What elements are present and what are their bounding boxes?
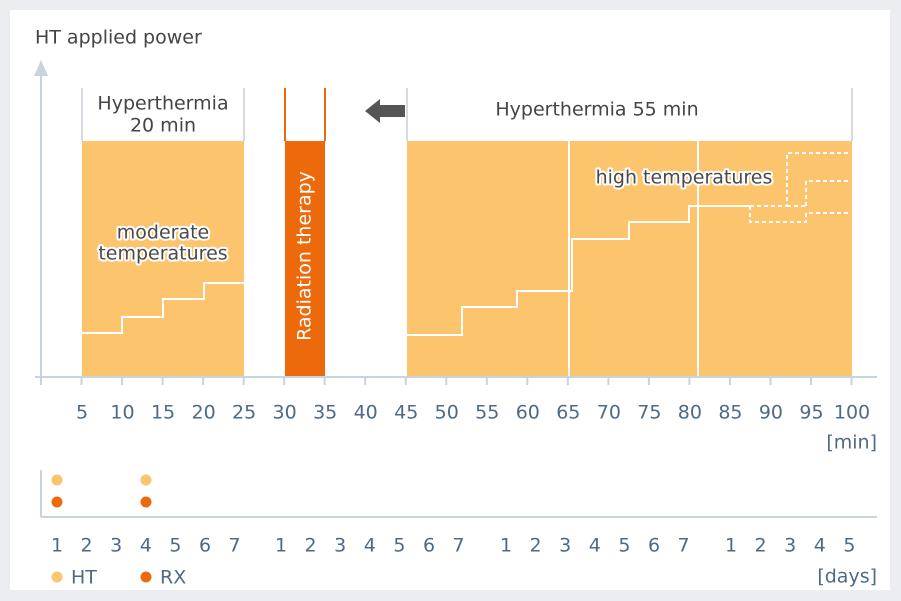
radiation-label: Radiation therapy — [294, 171, 316, 341]
x-tick-label: 35 — [313, 402, 337, 424]
session1-zone: moderate — [117, 222, 209, 244]
rx-dot — [140, 496, 152, 508]
day-label: 5 — [393, 535, 405, 557]
x-tick-label: 55 — [475, 402, 499, 424]
x-tick-label: 90 — [759, 402, 783, 424]
day-label: 3 — [110, 535, 122, 557]
x-tick-label: 60 — [516, 402, 540, 424]
day-label: 5 — [169, 535, 181, 557]
ht-dot — [51, 474, 63, 486]
arrow — [365, 99, 405, 123]
day-label: 2 — [305, 535, 317, 557]
x-tick-label: 45 — [394, 402, 418, 424]
day-label: 7 — [678, 535, 690, 557]
day-label: 4 — [364, 535, 376, 557]
session1-box — [82, 141, 244, 377]
x-tick-label: 15 — [151, 402, 175, 424]
rx-dot — [51, 496, 63, 508]
session2-title: Hyperthermia 55 min — [495, 99, 698, 121]
legend-swatch — [51, 571, 63, 583]
day-label: 4 — [814, 535, 826, 557]
day-label: 1 — [725, 535, 737, 557]
x-tick-label: 20 — [191, 402, 215, 424]
day-label: 2 — [81, 535, 93, 557]
day-label: 1 — [500, 535, 512, 557]
x-tick-label: 80 — [678, 402, 702, 424]
x-tick-label: 25 — [232, 402, 256, 424]
x-tick-label: 5 — [76, 402, 88, 424]
day-label: 7 — [229, 535, 241, 557]
day-label: 6 — [648, 535, 660, 557]
days-unit: [days] — [817, 566, 877, 588]
legend-label: RX — [160, 567, 186, 589]
day-label: 2 — [530, 535, 542, 557]
session1-zone: temperatures — [98, 243, 227, 265]
guides — [81, 88, 853, 141]
day-label: 3 — [334, 535, 346, 557]
rx-guides — [284, 88, 326, 141]
day-label: 7 — [453, 535, 465, 557]
x-tick-label: 70 — [597, 402, 621, 424]
title: HT applied power — [35, 27, 202, 49]
day-label: 1 — [275, 535, 287, 557]
day-label: 5 — [618, 535, 630, 557]
day-label: 5 — [843, 535, 855, 557]
session1-title: 20 min — [130, 115, 196, 137]
x-tick-label: 50 — [435, 402, 459, 424]
day-label: 6 — [423, 535, 435, 557]
day-label: 1 — [51, 535, 63, 557]
day-label: 6 — [199, 535, 211, 557]
session1-title: Hyperthermia — [97, 93, 228, 115]
session2-box — [407, 141, 852, 377]
x-tick-label: 85 — [718, 402, 742, 424]
legend-swatch — [140, 571, 152, 583]
day-label: 3 — [784, 535, 796, 557]
x-tick-label: 65 — [556, 402, 580, 424]
day-label: 3 — [559, 535, 571, 557]
session2-zone: high temperatures — [596, 167, 773, 189]
day-label: 4 — [589, 535, 601, 557]
x-tick-label: 75 — [637, 402, 661, 424]
x-tick-label: 95 — [799, 402, 823, 424]
ht-dot — [140, 474, 152, 486]
x-tick-label: 30 — [273, 402, 297, 424]
x-tick-label: 10 — [110, 402, 134, 424]
day-label: 2 — [755, 535, 767, 557]
x-tick-label: 40 — [354, 402, 378, 424]
y-axis-arrow — [34, 60, 48, 76]
x-tick-label: 100 — [834, 402, 870, 424]
legend-label: HT — [71, 567, 97, 589]
time-unit: [min] — [826, 432, 877, 454]
day-label: 4 — [140, 535, 152, 557]
radiation-box — [285, 141, 325, 377]
steps — [82, 141, 850, 377]
